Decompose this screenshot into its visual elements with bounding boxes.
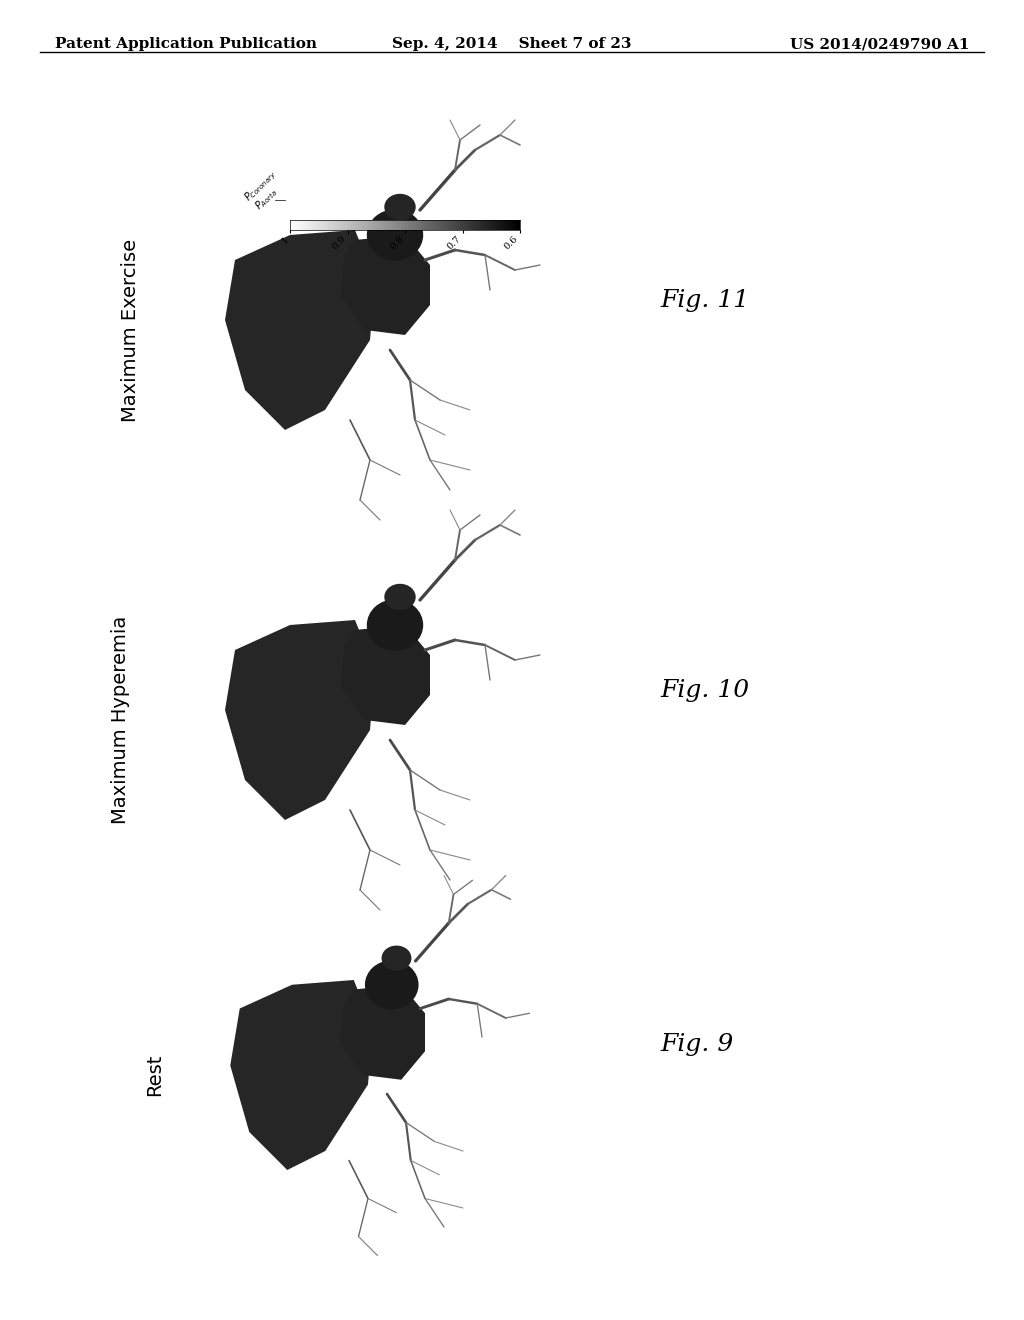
Ellipse shape xyxy=(366,961,418,1008)
Text: Fig. 11: Fig. 11 xyxy=(660,289,750,312)
Text: Fig. 10: Fig. 10 xyxy=(660,678,750,701)
Ellipse shape xyxy=(385,194,415,219)
Text: Maximum Hyperemia: Maximum Hyperemia xyxy=(111,616,129,824)
Text: Rest: Rest xyxy=(145,1053,165,1096)
Text: Maximum Exercise: Maximum Exercise xyxy=(121,239,139,421)
Ellipse shape xyxy=(368,601,423,649)
Text: Sep. 4, 2014    Sheet 7 of 23: Sep. 4, 2014 Sheet 7 of 23 xyxy=(392,37,632,51)
Text: Fig. 9: Fig. 9 xyxy=(660,1034,733,1056)
Text: $P_{Coronary}$: $P_{Coronary}$ xyxy=(242,168,280,205)
PathPatch shape xyxy=(340,985,425,1080)
Ellipse shape xyxy=(382,946,411,970)
PathPatch shape xyxy=(340,235,430,335)
Text: $P_{Aorta}$: $P_{Aorta}$ xyxy=(252,185,280,213)
PathPatch shape xyxy=(340,624,430,725)
Ellipse shape xyxy=(368,210,423,260)
PathPatch shape xyxy=(230,979,373,1170)
Text: US 2014/0249790 A1: US 2014/0249790 A1 xyxy=(791,37,970,51)
Text: Patent Application Publication: Patent Application Publication xyxy=(55,37,317,51)
Ellipse shape xyxy=(385,585,415,610)
PathPatch shape xyxy=(225,620,375,820)
PathPatch shape xyxy=(225,230,375,430)
